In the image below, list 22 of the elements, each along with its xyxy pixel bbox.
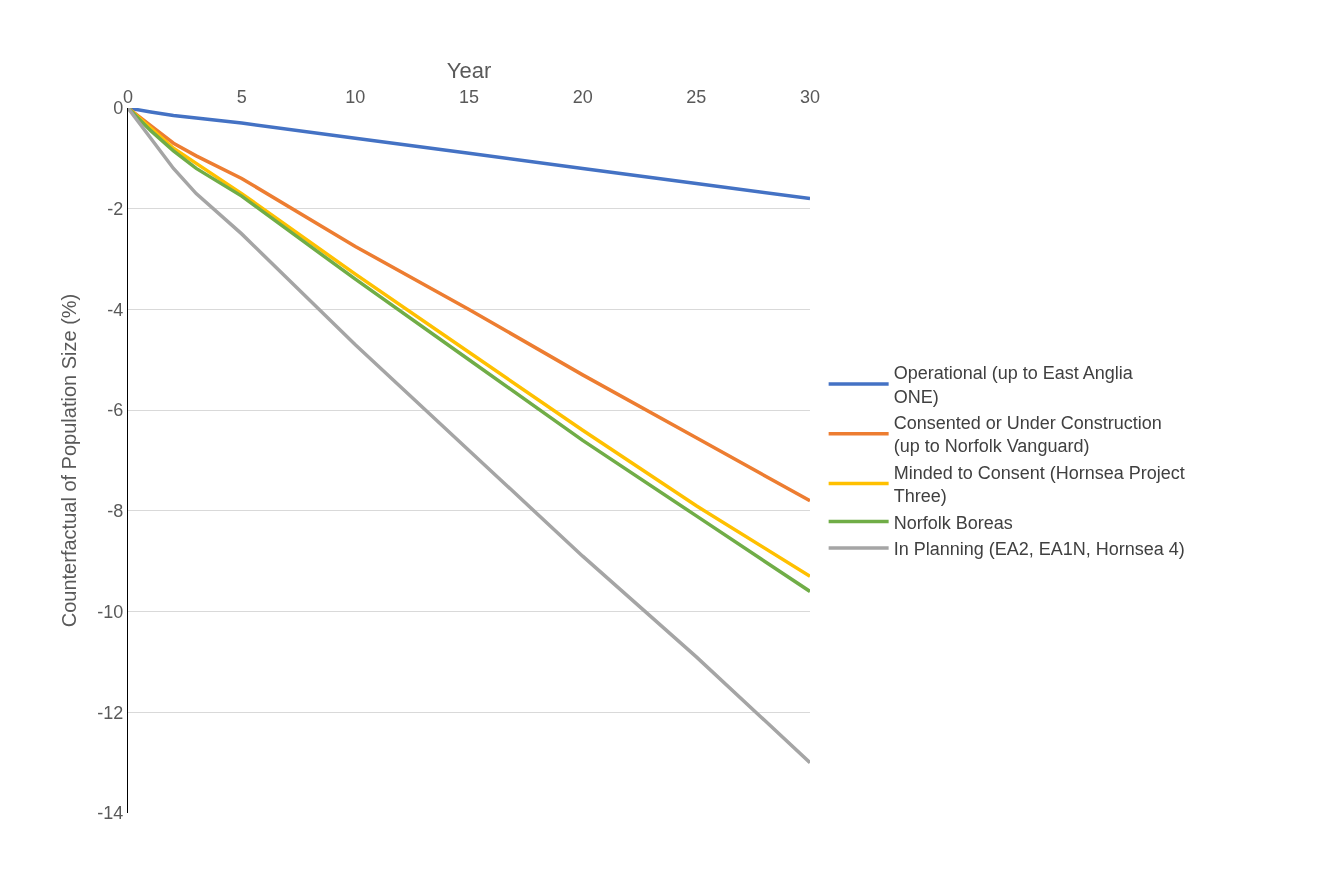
- x-tick-label: 30: [799, 87, 821, 108]
- y-tick-label: -2: [107, 199, 124, 220]
- line-series: [128, 108, 810, 201]
- x-tick-label: 5: [236, 87, 247, 108]
- legend-label: Norfolk Boreas: [893, 512, 1013, 533]
- x-tick-label: 15: [458, 87, 480, 108]
- line-series: [128, 108, 810, 765]
- y-tick-label: -6: [107, 400, 124, 421]
- legend-label: In Planning (EA2, EA1N, Hornsea 4): [893, 539, 1185, 560]
- y-tick-label: -4: [107, 299, 124, 320]
- y-tick-label: -8: [107, 501, 124, 522]
- x-tick-label: 20: [572, 87, 593, 108]
- legend-label: Operational (up to East Anglia ONE): [893, 363, 1134, 407]
- x-axis-title: Year: [446, 58, 492, 84]
- y-tick-label: -12: [97, 702, 124, 723]
- legend-label: Minded to Consent (Hornsea Project Three): [893, 462, 1185, 507]
- legend-label: Consented or Under Construction (up to Norfolk Vanguard): [893, 413, 1162, 457]
- y-axis-title: Counterfactual of Population Size (%): [57, 293, 80, 628]
- y-tick-label: -14: [97, 803, 124, 824]
- y-tick-label: -10: [97, 601, 124, 622]
- x-tick-label: 10: [345, 87, 366, 108]
- x-tick-label: 25: [686, 87, 707, 108]
